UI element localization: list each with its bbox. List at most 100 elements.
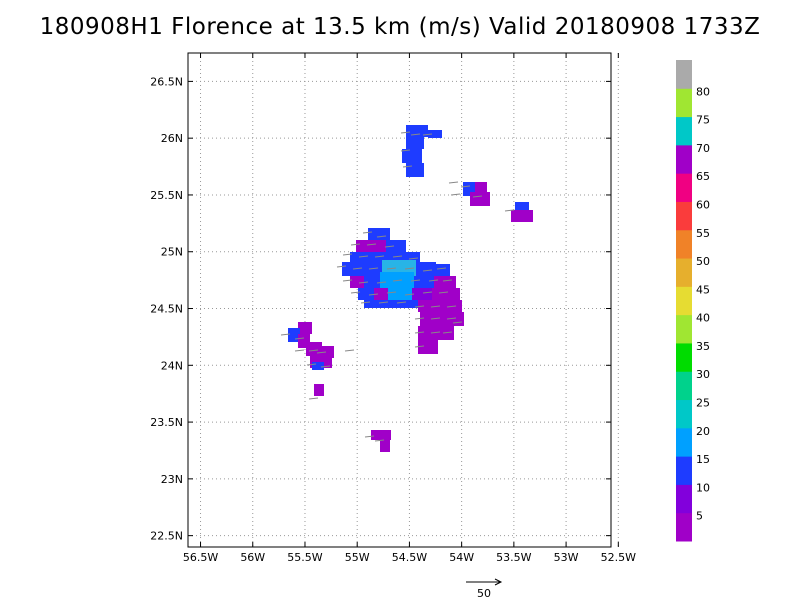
wind-vector — [400, 149, 411, 152]
wind-vector — [446, 317, 457, 320]
wind-vector — [436, 267, 447, 270]
lat-label: 23.5N — [150, 416, 183, 429]
wind-cell — [356, 240, 386, 252]
wind-cell — [515, 202, 529, 212]
wind-vector — [400, 131, 411, 134]
wind-vector — [414, 305, 425, 308]
wind-cell — [368, 228, 390, 240]
colorbar-label: 70 — [696, 142, 710, 155]
wind-vector — [414, 331, 425, 334]
wind-vector — [392, 255, 403, 258]
wind-cell — [312, 362, 324, 370]
colorbar-segment — [676, 456, 692, 485]
colorbar-segment — [676, 399, 692, 429]
wind-cell — [380, 272, 414, 292]
wind-cell — [402, 149, 422, 163]
wind-vector — [438, 291, 449, 294]
wind-cell — [406, 137, 424, 149]
lon-label: 52.5W — [601, 551, 636, 564]
colorbar-segment — [676, 484, 692, 514]
colorbar-label: 45 — [696, 283, 710, 296]
wind-vector — [352, 267, 363, 270]
wind-vector — [396, 301, 407, 304]
lat-label: 25.5N — [150, 189, 183, 202]
wind-cell — [350, 276, 364, 288]
wind-cell — [436, 264, 450, 276]
colorbar-segment — [676, 371, 692, 401]
wind-cell — [420, 312, 464, 326]
wind-vector — [306, 363, 317, 366]
wind-vector — [404, 293, 415, 296]
wind-cell — [386, 240, 406, 252]
colorbar-label: 55 — [696, 227, 710, 240]
wind-vector — [294, 337, 305, 340]
wind-cell — [358, 288, 374, 300]
wind-cell — [380, 438, 390, 452]
wind-vector — [350, 243, 361, 246]
lon-label: 56.5W — [183, 551, 218, 564]
wind-vectors — [280, 131, 515, 442]
wind-vector — [448, 181, 459, 184]
reference-vector-label: 50 — [477, 587, 491, 600]
wind-cell — [350, 252, 380, 264]
wind-cell — [298, 322, 312, 334]
wind-vector — [410, 133, 421, 136]
wind-vector — [414, 317, 425, 320]
wind-vector — [446, 305, 457, 308]
lon-label: 53.5W — [496, 551, 531, 564]
colorbar-label: 65 — [696, 170, 710, 183]
wind-vector — [378, 301, 389, 304]
colorbar-segment — [676, 427, 692, 457]
wind-vector — [402, 165, 413, 168]
colorbar-segment — [676, 342, 692, 372]
lat-label: 26.5N — [150, 75, 183, 88]
wind-vector — [410, 279, 421, 282]
lat-label: 26N — [161, 132, 183, 145]
colorbar-label: 35 — [696, 340, 710, 353]
latitude-labels: 26.5N 26N 25.5N 25N 24.5N 24N 23.5N 23N 22.5N — [150, 75, 183, 542]
longitude-labels: 56.5W 56W 55.5W 55W 54.5W 54W 53.5W 53W 52.5W — [183, 551, 636, 564]
wind-vector — [430, 331, 441, 334]
wind-cell — [374, 288, 388, 300]
wind-vector — [366, 243, 377, 246]
lat-label: 24.5N — [150, 303, 183, 316]
wind-cell — [414, 276, 434, 288]
wind-cell — [416, 262, 436, 276]
colorbar-label: 25 — [696, 397, 710, 410]
map-title: 180908H1 Florence at 13.5 km (m/s) Valid… — [39, 14, 761, 40]
wind-vector — [280, 333, 291, 336]
wind-vector — [442, 331, 453, 334]
wind-cell — [364, 276, 384, 288]
wind-vector — [450, 193, 461, 196]
wind-vector — [336, 265, 347, 268]
colorbar-label: 75 — [696, 114, 710, 127]
wind-speed-cells — [288, 125, 533, 452]
wind-cell — [434, 276, 456, 288]
wind-cell — [406, 125, 428, 137]
wind-vector — [460, 185, 471, 188]
wind-vector — [414, 345, 425, 348]
colorbar-segment — [676, 144, 692, 174]
lon-label: 54W — [449, 551, 474, 564]
wind-vector — [316, 351, 327, 354]
wind-vector — [374, 439, 385, 442]
wind-vector — [408, 257, 419, 260]
colorbar-segment — [676, 88, 692, 118]
lat-label: 25N — [161, 246, 183, 259]
colorbar-label: 30 — [696, 368, 710, 381]
colorbar-labels: 5 10 15 20 25 30 35 40 45 50 55 60 65 70 75 80 — [696, 85, 710, 522]
wind-vector — [376, 235, 387, 238]
wind-vector — [422, 133, 433, 136]
wind-cell — [511, 210, 533, 222]
wind-vector — [368, 293, 379, 296]
wind-vector — [386, 291, 397, 294]
wind-vector — [442, 279, 453, 282]
wind-vector — [360, 301, 371, 304]
lat-label: 22.5N — [150, 530, 183, 543]
wind-vector — [404, 267, 415, 270]
lon-label: 54.5W — [392, 551, 427, 564]
colorbar — [676, 60, 692, 542]
colorbar-label: 80 — [696, 85, 710, 98]
wind-vector — [294, 349, 305, 352]
